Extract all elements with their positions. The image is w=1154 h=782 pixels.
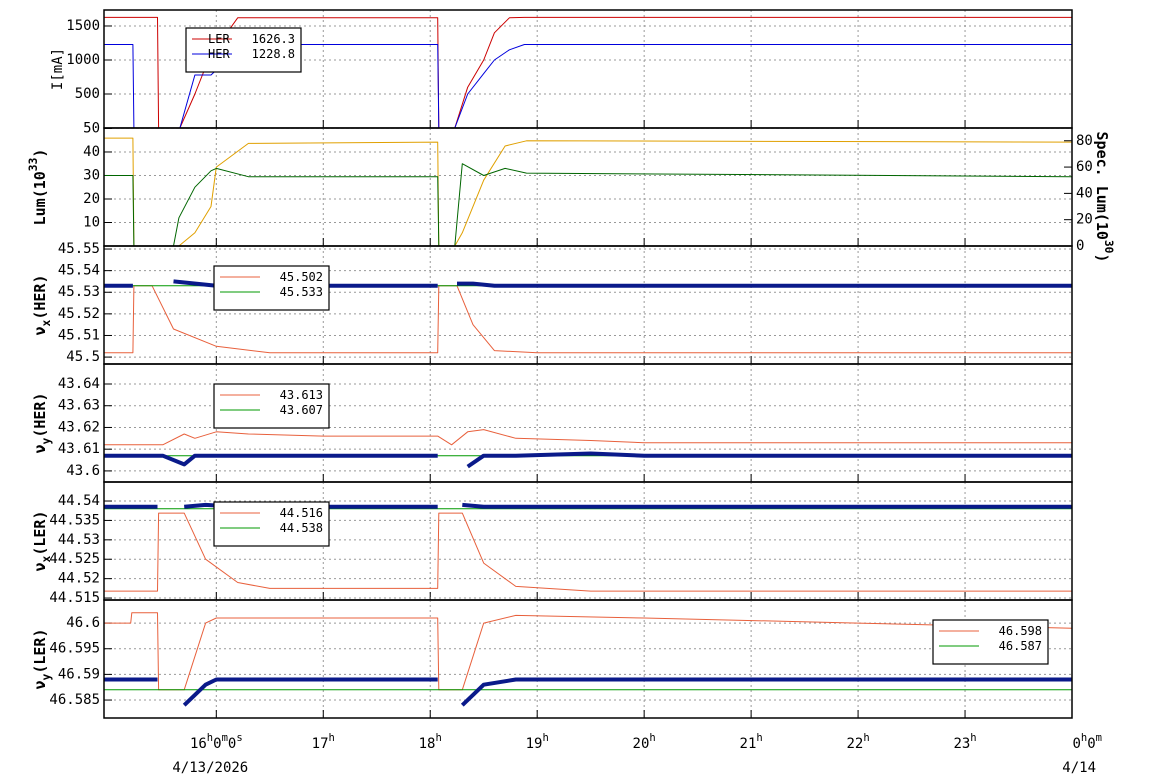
x-tick-label: 23h xyxy=(953,732,976,752)
series-line xyxy=(104,512,1072,592)
legend-value: 1228.8 xyxy=(252,47,295,61)
y-tick-label: 43.63 xyxy=(58,398,100,414)
y-axis-label: Lum(1033) xyxy=(27,149,49,226)
y2-axis-label: Spec. Lum(1030) xyxy=(1094,132,1116,263)
x-tick-label: 20h xyxy=(633,732,656,752)
legend-box xyxy=(213,501,330,547)
x-tick-label: 22h xyxy=(846,732,869,752)
x-date-label: 4/14 xyxy=(1062,760,1096,776)
y-axis-label: νy(LER) xyxy=(31,629,53,690)
y-tick-label: 46.585 xyxy=(49,692,100,708)
legend-value: 45.533 xyxy=(280,285,323,299)
y-tick-label: 43.61 xyxy=(58,441,100,457)
series-line xyxy=(104,16,1072,129)
y2-tick-label: 0 xyxy=(1076,238,1084,254)
y-tick-label: 30 xyxy=(83,167,100,183)
y-tick-label: 1500 xyxy=(66,18,100,34)
y2-tick-label: 20 xyxy=(1076,212,1093,228)
x-tick-label: 19h xyxy=(526,732,549,752)
series-line xyxy=(104,451,1072,469)
y-tick-label: 43.6 xyxy=(66,463,100,479)
panel-frame xyxy=(103,599,1073,719)
legend-label: LER xyxy=(208,32,230,46)
legend-box xyxy=(213,265,330,311)
y-tick-label: 44.535 xyxy=(49,512,100,528)
series-line xyxy=(104,677,1072,707)
panel-frame xyxy=(103,127,1073,247)
legend-label: HER xyxy=(208,47,230,61)
y-tick-label: 500 xyxy=(75,86,100,102)
x-tick-label: 21h xyxy=(740,732,763,752)
y-tick-label: 46.595 xyxy=(49,641,100,657)
legend-box xyxy=(213,383,330,429)
y-tick-label: 46.6 xyxy=(66,615,100,631)
x-tick-label: 16h0m0s xyxy=(190,732,243,752)
legend-value: 43.613 xyxy=(280,388,323,402)
y2-tick-label: 80 xyxy=(1076,133,1093,149)
legend-box xyxy=(932,619,1049,665)
legend-box xyxy=(185,27,302,73)
x-date-label: 4/13/2026 xyxy=(172,760,248,776)
y-tick-label: 44.525 xyxy=(49,551,100,567)
series-line xyxy=(104,163,1073,247)
y-tick-label: 45.5 xyxy=(66,349,100,365)
y-tick-label: 45.52 xyxy=(58,306,100,322)
legend-value: 45.502 xyxy=(280,270,323,284)
y-tick-label: 46.59 xyxy=(58,666,100,682)
y-axis-label: νx(HER) xyxy=(31,275,53,336)
legend: LER 1626.3 HER 1228.8 xyxy=(185,27,302,73)
legend-value: 1626.3 xyxy=(252,32,295,46)
y-tick-label: 44.515 xyxy=(49,590,100,606)
y-tick-label: 45.54 xyxy=(58,263,100,279)
y-tick-label: 44.54 xyxy=(58,493,100,509)
series-line xyxy=(104,429,1072,446)
y-tick-label: 1000 xyxy=(66,52,100,68)
x-tick-label: 17h xyxy=(312,732,335,752)
legend-value: 44.516 xyxy=(280,506,323,520)
legend-value: 46.598 xyxy=(999,624,1042,638)
y-tick-label: 44.53 xyxy=(58,532,100,548)
y-tick-label: 45.51 xyxy=(58,327,100,343)
legend-value: 44.538 xyxy=(280,521,323,535)
y-tick-label: 20 xyxy=(83,191,100,207)
y-tick-label: 50 xyxy=(83,120,100,136)
y-tick-label: 40 xyxy=(83,144,100,160)
y2-tick-label: 60 xyxy=(1076,159,1093,175)
y-axis-label: νy(HER) xyxy=(31,393,53,454)
series-line xyxy=(104,612,1073,691)
y-tick-label: 44.52 xyxy=(58,571,100,587)
y-tick-label: 45.53 xyxy=(58,284,100,300)
y-tick-label: 43.62 xyxy=(58,419,100,435)
legend-value: 46.587 xyxy=(999,639,1042,653)
legend-value: 43.607 xyxy=(280,403,323,417)
y-axis-label: νx(LER) xyxy=(31,511,53,572)
x-tick-label: 0h0m xyxy=(1072,732,1102,752)
y-tick-label: 45.55 xyxy=(58,241,100,257)
y2-tick-label: 40 xyxy=(1076,185,1093,201)
series-line xyxy=(104,137,1073,247)
y-axis-label: I[mA] xyxy=(50,48,66,90)
y-tick-label: 43.64 xyxy=(58,376,100,392)
y-tick-label: 10 xyxy=(83,214,100,230)
x-tick-label: 18h xyxy=(419,732,442,752)
